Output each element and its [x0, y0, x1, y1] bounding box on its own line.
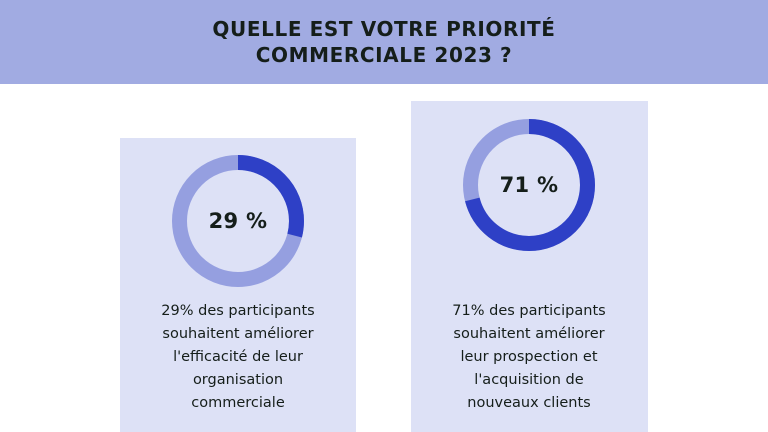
header-banner: QUELLE EST VOTRE PRIORITÉ COMMERCIALE 20…: [0, 0, 768, 84]
page-title: QUELLE EST VOTRE PRIORITÉ COMMERCIALE 20…: [124, 16, 644, 68]
donut-chart-71: 71 %: [463, 119, 595, 251]
donut-value-arc-29: [172, 155, 304, 287]
stat-card-71: 71 % 71% des participants souhaitent amé…: [411, 101, 648, 432]
donut-svg-71: [463, 119, 595, 251]
donut-svg-29: [172, 155, 304, 287]
desc-line: leur prospection et: [460, 349, 598, 365]
desc-line: nouveaux clients: [467, 395, 591, 411]
desc-line: l'acquisition de: [474, 372, 584, 388]
donut-value-arc-71: [463, 119, 595, 251]
desc-line: 71% des participants: [452, 303, 606, 319]
stat-description-71: 71% des participants souhaitent améliore…: [417, 300, 641, 415]
desc-line: souhaitent améliorer: [453, 326, 605, 342]
desc-line: 29% des participants: [161, 303, 315, 319]
stat-description-29: 29% des participants souhaitent améliore…: [126, 300, 350, 415]
donut-percentage-label-29: 29 %: [208, 209, 268, 233]
donut-chart-29: 29 %: [172, 155, 304, 287]
stat-card-29: 29 % 29% des participants souhaitent amé…: [120, 138, 356, 432]
desc-line: l'efficacité de leur: [173, 349, 303, 365]
donut-percentage-label-71: 71 %: [499, 173, 559, 197]
desc-line: souhaitent améliorer: [162, 326, 314, 342]
title-line-2: COMMERCIALE 2023 ?: [255, 43, 513, 67]
title-line-1: QUELLE EST VOTRE PRIORITÉ: [212, 17, 556, 41]
desc-line: organisation: [192, 372, 284, 388]
desc-line: commerciale: [191, 395, 285, 411]
